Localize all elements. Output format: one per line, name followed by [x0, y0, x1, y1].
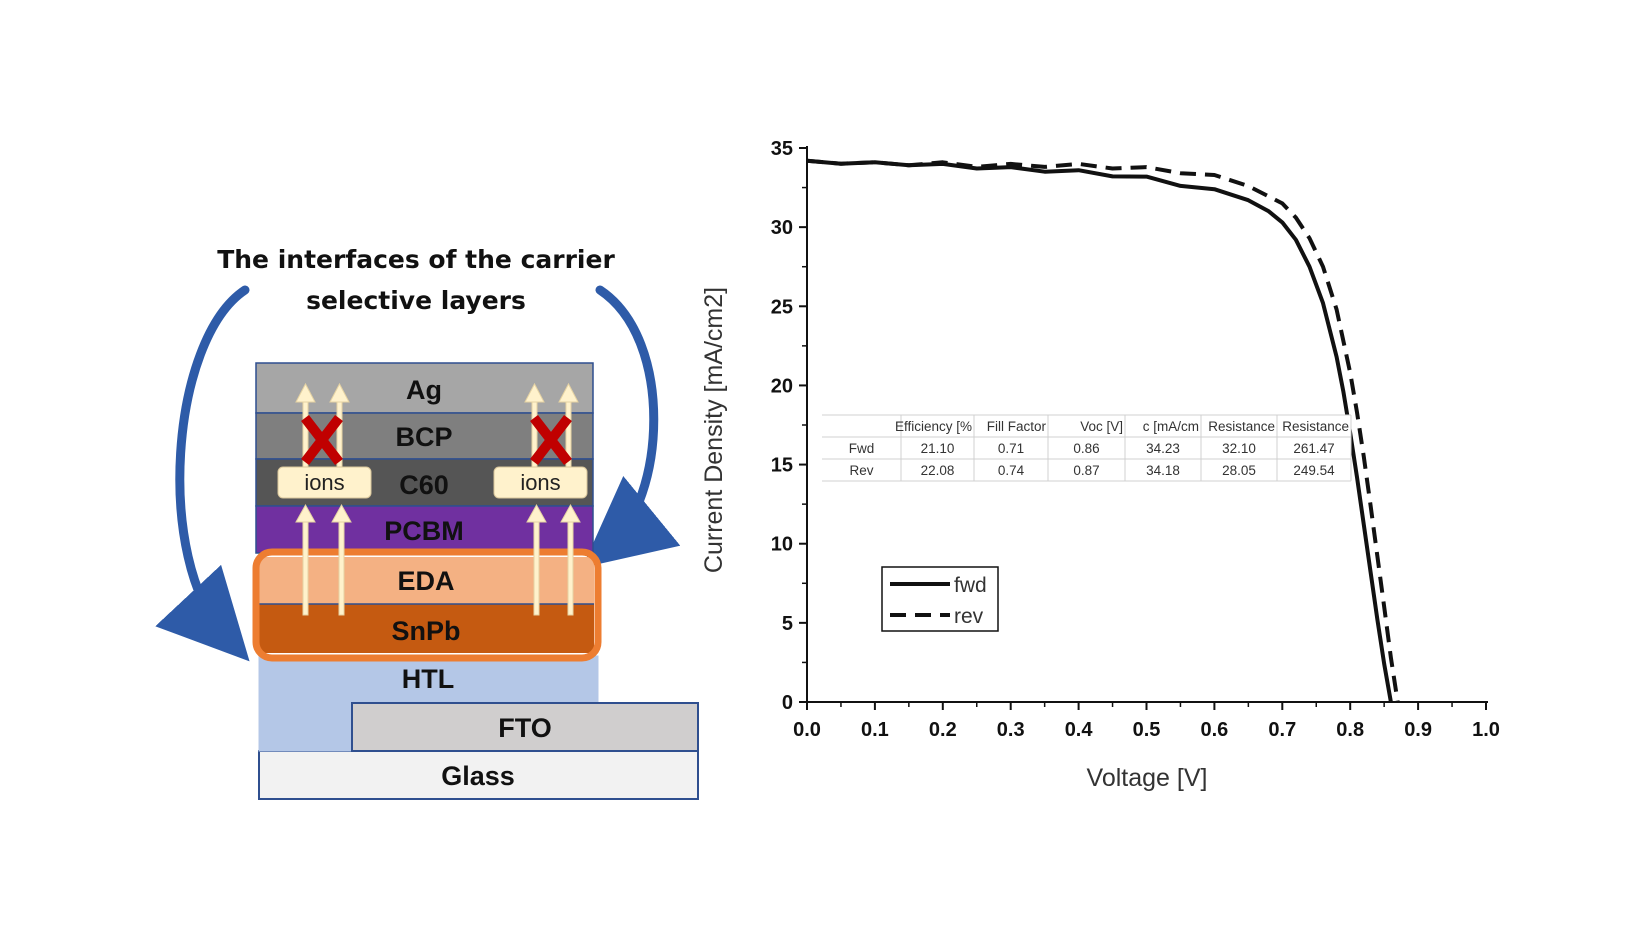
- y-axis-label: Current Density [mA/cm2]: [700, 287, 728, 573]
- table-bg: [822, 415, 1351, 481]
- layer-fto: [351, 702, 699, 752]
- table-cell: 0.71: [998, 441, 1024, 456]
- y-tick-label: 0: [782, 692, 793, 714]
- diagram-title-line1: The interfaces of the carrier: [217, 245, 615, 274]
- y-tick-label: 25: [771, 296, 793, 318]
- layer-htl-label: HTL: [402, 664, 454, 694]
- legend-box: [881, 566, 999, 632]
- ions-box-left: [277, 466, 372, 499]
- diagram-title-line2: selective layers: [306, 286, 526, 315]
- parameters-table: Efficiency [% Fill Factor Voc [V] c [mA/cm R…: [822, 414, 1352, 482]
- y-tick-label: 5: [782, 613, 793, 635]
- table-cell: Fwd: [849, 441, 875, 456]
- table-header-cell: Resistance: [1208, 419, 1275, 434]
- layer-c60-label: C60: [399, 470, 449, 500]
- table-cell: 249.54: [1293, 463, 1335, 478]
- table-header-cell: Resistance: [1282, 419, 1349, 434]
- layer-pcbm-label: PCBM: [384, 516, 464, 546]
- chart-legend: fwd rev: [881, 566, 999, 632]
- chart-ticks: 0.0 0.1 0.2 0.3 0.4 0.5 0.6 0.7 0.8 0.9 1.0 0 5 10 15 2…: [771, 138, 1500, 741]
- legend-label-fwd: fwd: [954, 574, 987, 597]
- table-cell: 34.18: [1146, 463, 1180, 478]
- table-cell: 261.47: [1293, 441, 1334, 456]
- table-cell: 34.23: [1146, 441, 1180, 456]
- interface-highlight-box: [252, 548, 602, 662]
- ions-box-right: [493, 466, 588, 499]
- table-cell: 32.10: [1222, 441, 1256, 456]
- x-tick-label: 0.4: [1065, 719, 1094, 741]
- ions-label-left: ions: [304, 470, 344, 495]
- x-tick-label: 0.0: [793, 719, 821, 741]
- table-cell: 28.05: [1222, 463, 1256, 478]
- layer-glass-label: Glass: [441, 761, 515, 791]
- legend-label-rev: rev: [954, 605, 984, 628]
- table-header-cell: c [mA/cm: [1143, 419, 1199, 434]
- y-tick-label: 20: [771, 375, 793, 397]
- layer-snpb-label: SnPb: [391, 616, 460, 646]
- block-cross-left: [301, 414, 343, 466]
- x-tick-label: 0.2: [929, 719, 957, 741]
- table-cell: Rev: [849, 463, 873, 478]
- y-tick-label: 35: [771, 138, 793, 160]
- x-tick-label: 0.8: [1336, 719, 1364, 741]
- series-rev-line: [806, 158, 1400, 703]
- chart-series: [806, 158, 1400, 703]
- x-tick-label: 0.3: [997, 719, 1025, 741]
- right-curved-arrow: [582, 285, 681, 568]
- y-tick-label: 30: [771, 217, 793, 239]
- x-tick-label: 0.1: [861, 719, 889, 741]
- y-tick-label: 10: [771, 534, 793, 556]
- table-cell: 21.10: [921, 441, 955, 456]
- y-tick-label: 15: [771, 455, 793, 477]
- x-axis-label: Voltage [V]: [1087, 764, 1208, 792]
- table-header-cell: Efficiency [%: [895, 419, 972, 434]
- layer-eda-label: EDA: [397, 566, 454, 596]
- layer-fto-label: FTO: [498, 713, 552, 743]
- x-tick-label: 0.7: [1268, 719, 1296, 741]
- table-cell: 22.08: [921, 463, 955, 478]
- layer-glass: [258, 750, 699, 800]
- x-tick-label: 0.6: [1200, 719, 1228, 741]
- x-tick-label: 0.5: [1133, 719, 1161, 741]
- x-tick-label: 0.9: [1404, 719, 1432, 741]
- block-cross-right: [530, 414, 572, 466]
- layer-bcp-label: BCP: [395, 422, 452, 452]
- table-cell: 0.74: [998, 463, 1025, 478]
- table-cell: 0.87: [1073, 463, 1099, 478]
- table-cell: 0.86: [1073, 441, 1099, 456]
- layer-ag-label: Ag: [406, 375, 442, 405]
- table-header-cell: Fill Factor: [987, 419, 1047, 434]
- x-tick-label: 1.0: [1472, 719, 1500, 741]
- table-header-cell: Voc [V]: [1080, 419, 1123, 434]
- left-curved-arrow: [155, 285, 250, 662]
- ions-label-right: ions: [520, 470, 560, 495]
